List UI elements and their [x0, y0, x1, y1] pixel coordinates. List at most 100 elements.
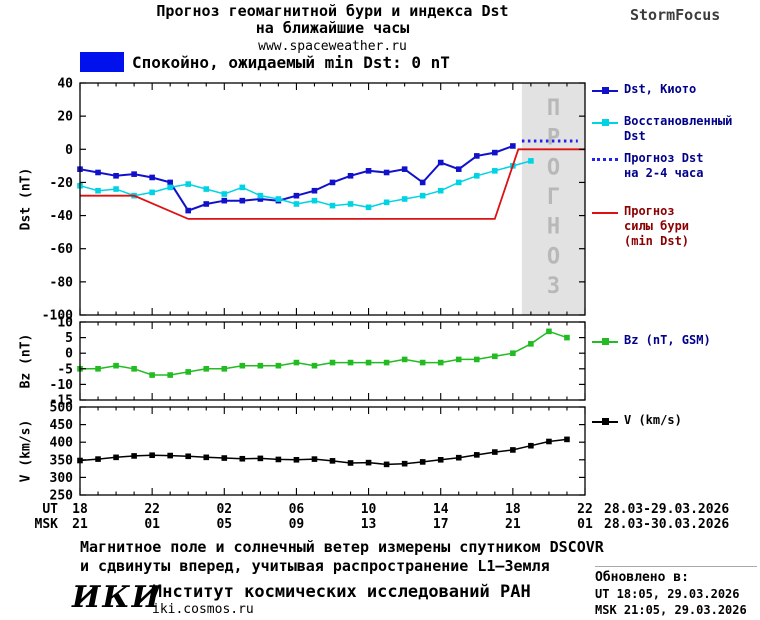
v-marker — [473, 452, 480, 458]
ut-tick-label: 22 — [577, 502, 593, 517]
bz-marker — [365, 359, 372, 366]
dst-ytick-label: -100 — [42, 309, 73, 324]
forecast-watermark-letter: Н — [547, 215, 560, 240]
bz-marker — [275, 362, 282, 369]
dst-marker — [257, 196, 264, 202]
bz-ytick-label: 0 — [65, 347, 73, 362]
bz-marker — [329, 359, 336, 366]
forecast-watermark-letter: Р — [547, 126, 560, 151]
dst-marker — [473, 153, 480, 159]
msk-tick-label: 09 — [289, 517, 305, 532]
v-marker — [528, 442, 534, 449]
panel-v: 500 450 400 350 300 250 — [50, 401, 586, 504]
bz-marker — [528, 341, 534, 347]
v-marker — [239, 455, 246, 462]
v-series-0 — [79, 438, 568, 466]
dst-marker — [311, 187, 318, 194]
dst-marker — [149, 189, 155, 196]
ut-tick-label: 02 — [216, 502, 232, 517]
updated-title: Обновлено в: — [595, 570, 689, 585]
dst-marker — [95, 187, 101, 194]
v-marker — [455, 454, 462, 461]
iki-logo: ИКИ — [72, 580, 162, 615]
bz-ytick-label: -15 — [50, 394, 73, 409]
v-ytick-label: 450 — [50, 418, 74, 433]
v-marker — [546, 438, 552, 445]
dst-forecast-dotted-line-icon — [592, 158, 618, 161]
dst-marker — [203, 201, 210, 207]
v-marker — [203, 454, 210, 461]
legend-dst-forecast: Прогноз Dst на 2-4 часа — [592, 151, 708, 181]
v-line-icon — [592, 418, 618, 425]
v-marker — [95, 456, 101, 462]
dst-marker — [455, 166, 462, 172]
ut-tick-label: 06 — [289, 502, 305, 517]
bz-marker — [149, 372, 155, 378]
legend-label: Восстановленный Dst — [624, 114, 733, 143]
bz-marker — [221, 366, 228, 372]
institute-site-url: iki.cosmos.ru — [152, 602, 254, 617]
v-marker — [383, 461, 390, 468]
bz-marker — [95, 366, 101, 372]
dst-marker — [347, 201, 354, 207]
dst-marker — [275, 196, 282, 202]
bz-marker — [437, 359, 444, 366]
v-marker — [293, 457, 300, 463]
dst-marker — [401, 166, 408, 172]
dst-marker — [311, 197, 318, 204]
dst-marker — [167, 179, 173, 186]
note-line1: Магнитное поле и солнечный ветер измерен… — [80, 538, 604, 556]
dst-marker — [293, 192, 300, 199]
bz-marker — [185, 369, 192, 375]
dst-marker — [113, 173, 119, 179]
dst-marker — [437, 187, 444, 194]
bz-marker — [311, 362, 318, 369]
dst-marker — [293, 201, 300, 207]
dst-marker — [365, 204, 372, 211]
dst-marker — [257, 192, 264, 199]
dst-marker — [221, 191, 228, 197]
dst-kyoto-line-icon — [592, 87, 618, 94]
v-marker — [510, 447, 516, 453]
bz-ytick-label: -5 — [57, 362, 73, 377]
v-marker — [167, 452, 173, 459]
dst-ytick-label: -20 — [50, 176, 74, 191]
v-marker — [185, 453, 192, 460]
bz-marker — [131, 366, 137, 372]
v-marker — [221, 455, 228, 461]
forecast-watermark-letter: Г — [547, 185, 560, 210]
legend-v: V (km/s) — [592, 413, 682, 428]
dst-ytick-label: -80 — [50, 275, 74, 290]
dst-series-3 — [80, 148, 585, 220]
legend-label: Bz (nT, GSM) — [624, 333, 711, 347]
forecast-watermark-letter: О — [547, 244, 560, 269]
v-ytick-label: 400 — [50, 436, 74, 451]
title-line2: на ближайшие часы — [255, 19, 410, 37]
dst-ytick-label: 20 — [57, 110, 73, 125]
v-marker — [437, 457, 444, 463]
v-marker — [149, 452, 155, 459]
dst-axis-title: Dst (nT) — [18, 167, 34, 231]
dst-marker — [113, 186, 119, 192]
bz-marker — [293, 359, 300, 366]
storm-forecast-line-icon — [592, 212, 618, 214]
bz-marker — [113, 362, 119, 369]
dst-marker — [383, 199, 390, 206]
dst-marker — [492, 168, 498, 174]
note-line2: и сдвинуты вперед, учитывая распростране… — [80, 557, 550, 575]
status-banner: Спокойно, ожидаемый min Dst: 0 nT — [80, 52, 450, 72]
bz-marker — [239, 362, 246, 369]
dst-marker — [221, 197, 228, 204]
ut-tick-label: 18 — [505, 502, 521, 517]
v-marker — [329, 458, 336, 464]
dst-ytick-label: 40 — [57, 77, 73, 92]
legend-label: V (km/s) — [624, 413, 682, 427]
dst-marker — [419, 192, 426, 199]
dst-marker — [329, 202, 336, 209]
v-axis-title: V (km/s) — [18, 419, 34, 483]
bz-marker — [383, 359, 390, 366]
msk-tick-label: 01 — [144, 517, 160, 532]
